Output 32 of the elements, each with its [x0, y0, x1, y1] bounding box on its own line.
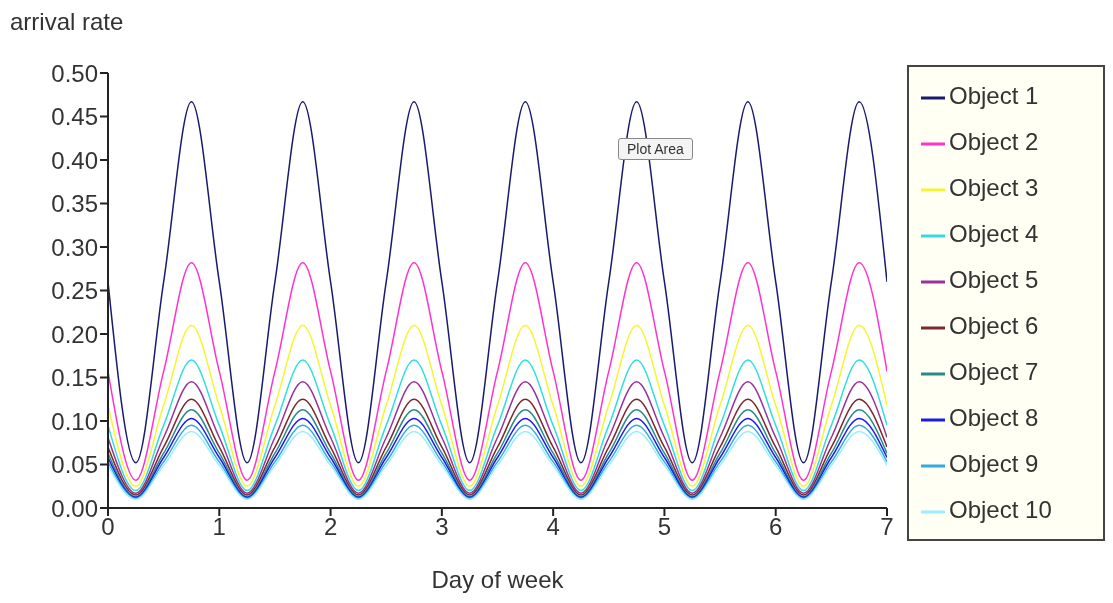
- legend-label: Object 3: [949, 174, 1039, 201]
- y-tick-label: 0.15: [51, 364, 98, 392]
- x-axis-title: Day of week: [431, 566, 565, 593]
- y-tick-label: 0.35: [51, 190, 98, 218]
- legend-label: Object 8: [949, 404, 1039, 431]
- y-tick-label: 0.00: [51, 494, 98, 522]
- x-tick-label: 6: [769, 513, 783, 541]
- x-tick-label: 5: [657, 513, 672, 541]
- legend-label: Object 10: [949, 496, 1052, 523]
- y-axis-title: arrival rate: [10, 8, 124, 36]
- x-tick-label: 0: [101, 513, 115, 541]
- y-tick-label: 0.45: [51, 103, 98, 131]
- legend-label: Object 6: [949, 312, 1039, 339]
- x-tick-label: 2: [323, 513, 338, 541]
- legend-label: Object 9: [949, 450, 1039, 477]
- y-tick-label: 0.20: [51, 320, 98, 348]
- x-tick-label: 1: [212, 513, 226, 541]
- y-tick-label: 0.05: [51, 451, 98, 479]
- y-tick-label: 0.25: [51, 277, 98, 305]
- y-tick-label: 0.40: [51, 146, 98, 174]
- annotation: Plot Area: [618, 138, 693, 160]
- x-tick-label: 4: [546, 513, 560, 541]
- legend-label: Object 5: [949, 266, 1039, 293]
- legend-label: Object 4: [949, 220, 1039, 247]
- legend-label: Object 1: [949, 82, 1039, 109]
- y-tick-label: 0.10: [51, 407, 98, 435]
- y-tick-label: 0.30: [51, 233, 98, 261]
- y-tick-label: 0.50: [51, 59, 98, 87]
- x-tick-label: 3: [435, 513, 449, 541]
- x-tick-label: 7: [880, 513, 894, 541]
- legend-label: Object 2: [949, 128, 1039, 155]
- legend-label: Object 7: [949, 358, 1039, 385]
